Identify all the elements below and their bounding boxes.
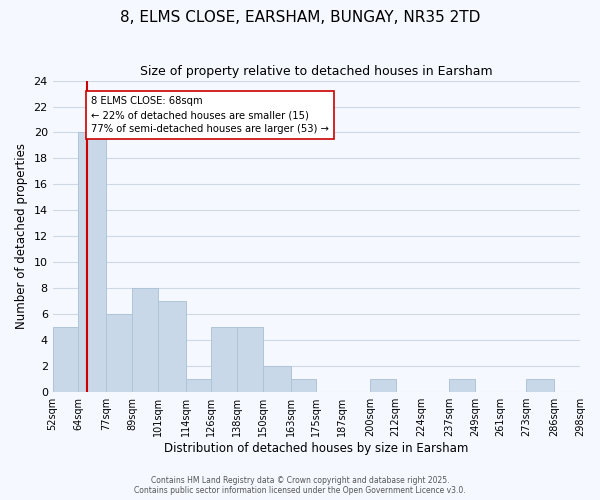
Bar: [211, 328, 237, 392]
Bar: [106, 314, 132, 392]
Bar: [185, 379, 211, 392]
Bar: [449, 379, 475, 392]
Y-axis label: Number of detached properties: Number of detached properties: [15, 144, 28, 330]
Bar: [370, 379, 395, 392]
Bar: [263, 366, 290, 392]
Text: 8 ELMS CLOSE: 68sqm
← 22% of detached houses are smaller (15)
77% of semi-detach: 8 ELMS CLOSE: 68sqm ← 22% of detached ho…: [91, 96, 329, 134]
Bar: [79, 132, 106, 392]
Text: 8, ELMS CLOSE, EARSHAM, BUNGAY, NR35 2TD: 8, ELMS CLOSE, EARSHAM, BUNGAY, NR35 2TD: [120, 10, 480, 25]
Bar: [158, 302, 185, 392]
Bar: [526, 379, 554, 392]
Bar: [580, 379, 600, 392]
Title: Size of property relative to detached houses in Earsham: Size of property relative to detached ho…: [140, 65, 493, 78]
Text: Contains HM Land Registry data © Crown copyright and database right 2025.
Contai: Contains HM Land Registry data © Crown c…: [134, 476, 466, 495]
Bar: [53, 328, 79, 392]
Bar: [132, 288, 158, 392]
X-axis label: Distribution of detached houses by size in Earsham: Distribution of detached houses by size …: [164, 442, 469, 455]
Bar: [237, 328, 263, 392]
Bar: [290, 379, 316, 392]
